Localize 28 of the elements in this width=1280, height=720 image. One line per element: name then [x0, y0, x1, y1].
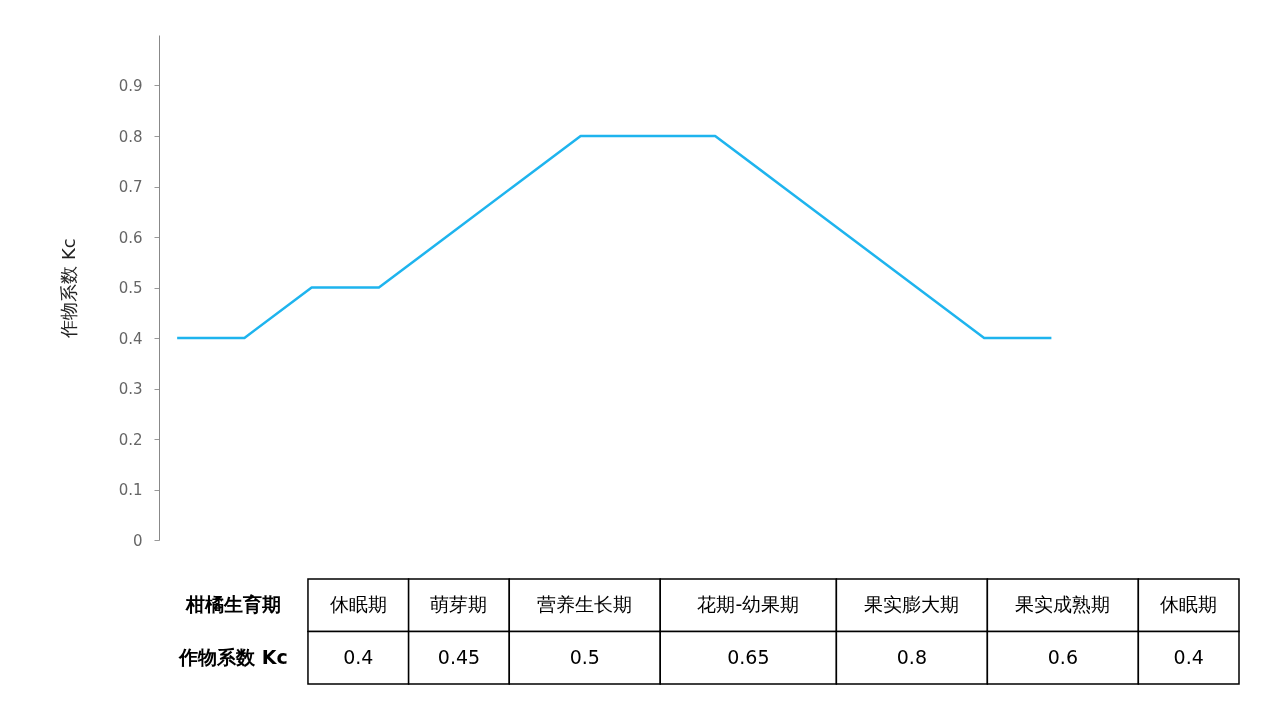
y-tick-label: 0.3 [118, 380, 143, 398]
y-tick-label: 0.1 [118, 481, 143, 499]
data-label: 0.5 [569, 645, 600, 668]
category-label: 营养生长期 [537, 593, 633, 616]
y-tick-label: 0.6 [118, 228, 143, 247]
data-label: 0.4 [343, 645, 374, 668]
y-tick-label: 0.9 [118, 77, 143, 95]
line-series [175, 134, 1053, 340]
category-label: 休眠期 [1160, 593, 1218, 616]
data-label: 0.6 [1047, 645, 1078, 668]
data-label: 0.8 [896, 645, 927, 668]
category-label: 花期-幼果期 [697, 593, 800, 616]
y-axis-title: 作物系数 Kc [57, 238, 79, 339]
data-label: 0.45 [437, 645, 481, 668]
category-label: 休眠期 [329, 593, 387, 616]
category-label: 果实成熟期 [1015, 593, 1111, 616]
y-tick-label: 0 [132, 531, 143, 550]
y-tick-label: 0.5 [118, 279, 143, 297]
data-label: 0.4 [1173, 645, 1204, 668]
y-tick-label: 0.4 [118, 329, 143, 348]
category-label: 果实膨大期 [864, 593, 960, 616]
text: 作物系数 Kc [178, 645, 288, 668]
data-label: 0.65 [727, 645, 770, 668]
text: 柑橘生育期 [184, 593, 281, 616]
category-label: 萌芽期 [430, 593, 488, 616]
y-tick-label: 0.7 [118, 178, 143, 196]
y-tick-label: 0.8 [118, 127, 143, 146]
y-tick-label: 0.2 [118, 430, 143, 449]
